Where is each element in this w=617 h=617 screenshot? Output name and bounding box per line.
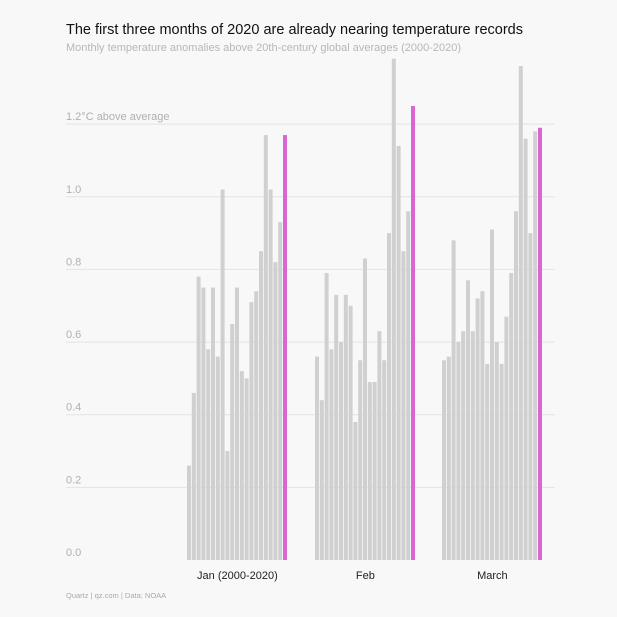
bar [254, 291, 259, 560]
bar [387, 233, 391, 560]
bar [363, 258, 367, 560]
bar [446, 356, 451, 560]
bar [348, 305, 353, 560]
source-credit: Quartz | qz.com | Data: NOAA [66, 591, 167, 600]
bar [235, 287, 239, 560]
bar [499, 363, 504, 560]
chart-subtitle: Monthly temperature anomalies above 20th… [66, 42, 462, 54]
bar [249, 302, 254, 560]
bar [191, 392, 196, 560]
bar [442, 360, 446, 560]
y-tick-label: 1.0 [66, 184, 81, 196]
bar [334, 294, 339, 560]
bar-group [315, 58, 415, 561]
bar [211, 287, 215, 560]
bar [196, 276, 201, 560]
y-tick-label: 0.4 [66, 402, 81, 414]
bar [485, 363, 490, 560]
bar [263, 135, 268, 560]
bar [504, 316, 509, 560]
y-tick-label: 0.0 [66, 547, 81, 559]
bar [494, 342, 499, 560]
y-axis-labels: 0.0 0.2 0.4 0.6 0.8 1.0 1.2°C above average [66, 111, 169, 559]
bar [278, 222, 283, 561]
bar [391, 58, 396, 561]
bar-2020 [538, 127, 542, 561]
bar [353, 421, 358, 560]
bar [461, 331, 466, 560]
x-tick-label: March [477, 570, 508, 582]
bar [367, 382, 372, 560]
bar [490, 229, 494, 560]
bar [514, 211, 518, 561]
bar [319, 400, 324, 560]
bar [533, 131, 538, 560]
bar-2020 [411, 105, 415, 560]
y-tick-label: 0.8 [66, 256, 81, 268]
y-tick-label: 0.2 [66, 474, 81, 486]
bar [466, 280, 470, 560]
bar [315, 356, 319, 560]
bar [215, 356, 220, 560]
bar [358, 360, 363, 560]
chart-title: The first three months of 2020 are alrea… [66, 22, 523, 38]
bar [475, 298, 480, 560]
bar [244, 378, 249, 560]
bar [456, 342, 461, 560]
bar [230, 323, 235, 560]
bar [396, 145, 401, 560]
bar-2020 [283, 135, 287, 560]
bar [324, 273, 329, 560]
bar [220, 189, 225, 560]
bar [201, 287, 206, 560]
bar [528, 233, 533, 560]
bar [523, 138, 528, 560]
bar [339, 342, 343, 560]
bar [382, 360, 387, 560]
bar-groups [187, 58, 542, 561]
bar [259, 251, 263, 560]
bar [480, 291, 485, 560]
bar-group [187, 135, 287, 561]
bar [470, 331, 475, 560]
bar-group [442, 66, 542, 561]
y-tick-label: 1.2°C above average [66, 111, 169, 123]
bar [372, 382, 377, 560]
bar [518, 66, 523, 561]
y-tick-label: 0.6 [66, 329, 81, 341]
bar [273, 262, 278, 560]
x-axis-labels: Jan (2000-2020) Feb March [197, 570, 508, 582]
bar [187, 465, 191, 560]
bar [509, 273, 514, 560]
bar [268, 189, 273, 560]
bar [343, 294, 348, 560]
x-tick-label: Jan (2000-2020) [197, 570, 278, 582]
bar [377, 331, 382, 560]
bar [451, 240, 456, 560]
x-tick-label: Feb [356, 570, 375, 582]
bar [206, 349, 211, 560]
bar [329, 349, 334, 560]
bar [406, 211, 411, 561]
bar [401, 251, 406, 560]
bar [239, 371, 244, 560]
bar [225, 451, 230, 560]
